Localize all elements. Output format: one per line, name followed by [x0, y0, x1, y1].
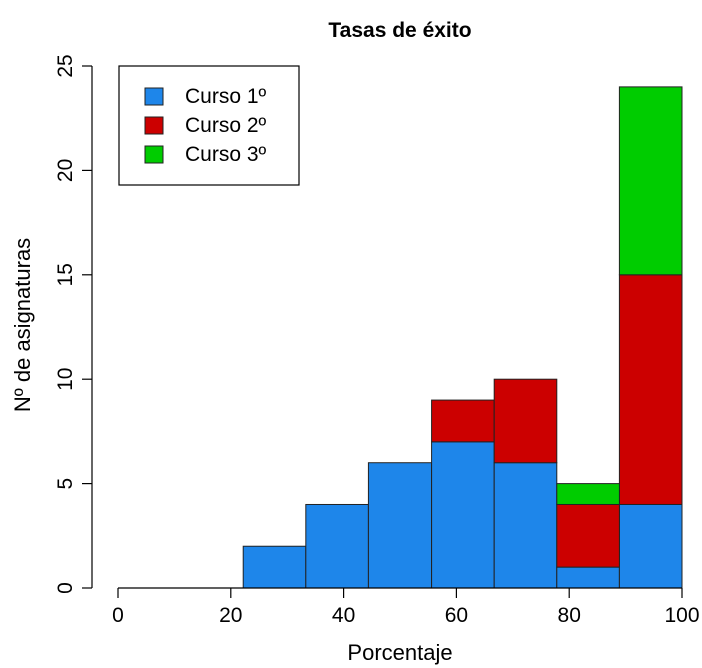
y-ticks: 0 5 10 15 20 25 — [54, 54, 92, 594]
chart-title: Tasas de éxito — [328, 19, 471, 42]
legend-label: Curso 1º — [185, 85, 267, 108]
bar-series1-bin1 — [242, 545, 307, 589]
y-tick-label: 20 — [54, 159, 77, 182]
x-tick-label: 60 — [445, 604, 468, 627]
bar-series2-bin7 — [618, 274, 683, 505]
legend-label: Curso 2º — [185, 114, 267, 137]
x-tick-label: 20 — [219, 604, 242, 627]
bar-series1-bin2 — [305, 503, 369, 589]
bar-series1-bin4 — [431, 441, 495, 589]
y-tick-label: 0 — [54, 582, 77, 594]
y-tick-label: 10 — [54, 368, 77, 391]
x-tick-label: 100 — [664, 604, 699, 627]
x-tick-label: 40 — [332, 604, 355, 627]
x-axis-label: Porcentaje — [347, 640, 452, 665]
bar-series3-bin7 — [618, 86, 683, 276]
x-tick-label: 0 — [112, 604, 124, 627]
legend-swatch — [144, 87, 164, 106]
bars-layer — [242, 86, 683, 589]
legend-label: Curso 3º — [185, 143, 267, 166]
bar-series2-bin5 — [493, 378, 558, 464]
legend-swatch — [144, 116, 164, 135]
bar-series2-bin6 — [556, 503, 620, 568]
x-tick-label: 80 — [558, 604, 581, 627]
bar-series1-bin7 — [618, 503, 683, 589]
y-axis-label: Nº de asignaturas — [10, 238, 35, 412]
bar-series1-bin5 — [493, 462, 558, 589]
y-tick-label: 15 — [54, 263, 77, 286]
legend: Curso 1º Curso 2º Curso 3º — [118, 65, 300, 186]
y-tick-label: 5 — [54, 478, 77, 490]
y-tick-label: 25 — [54, 54, 77, 77]
legend-swatch — [144, 145, 164, 164]
bar-series3-bin6 — [556, 483, 620, 505]
x-ticks: 0 20 40 60 80 100 — [112, 588, 700, 627]
legend-items: Curso 1º Curso 2º Curso 3º — [144, 85, 267, 166]
bar-series1-bin6 — [556, 566, 620, 589]
bar-series1-bin3 — [367, 462, 433, 589]
bar-series2-bin4 — [431, 399, 495, 443]
